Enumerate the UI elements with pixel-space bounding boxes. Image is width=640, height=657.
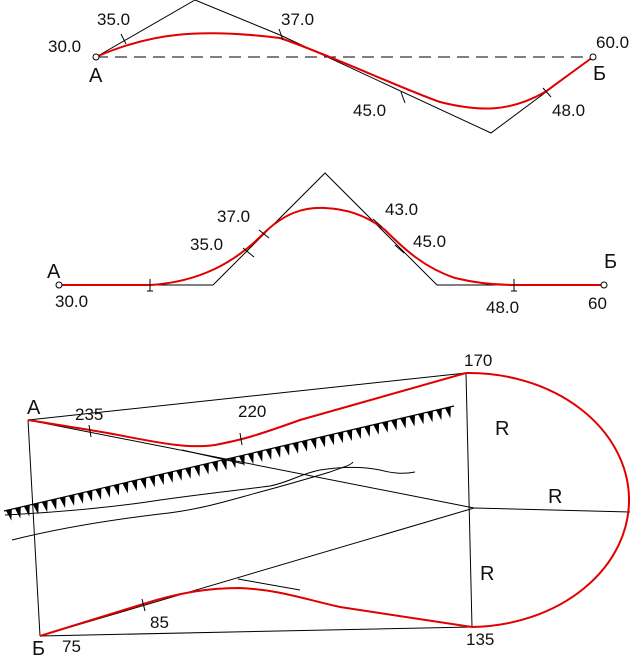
mark-37-label: 37.0 [217, 207, 250, 226]
tick-35 [120, 33, 127, 45]
point-a-label: Б [32, 638, 45, 657]
radius-label-top: R [495, 418, 509, 440]
arc-curve [465, 371, 630, 628]
tick-220 [239, 432, 243, 446]
terrain-contour-2 [11, 461, 354, 541]
diagonal-b-center [27, 419, 475, 509]
slope-hatching [5, 406, 451, 521]
mark-37-label: 37.0 [281, 10, 314, 29]
tick-35 [242, 247, 255, 258]
tick-85 [141, 598, 146, 612]
point-a-marker [92, 53, 100, 61]
inner-tangent-bottom [237, 578, 301, 591]
mark-43-label: 43.0 [385, 200, 418, 219]
point-b-label: Б [604, 251, 617, 273]
mark-85-label: 85 [150, 613, 169, 632]
start-value-label: 30.0 [55, 292, 88, 311]
tick-37 [258, 229, 270, 239]
upper-curve [27, 372, 467, 448]
top-edge-line [27, 372, 467, 421]
tick-45 [394, 244, 405, 254]
start-value-label: 30.0 [48, 37, 81, 56]
diagram-3: А Б 235 220 85 75 170 135 R R R [3, 351, 631, 657]
corner-135-label: 135 [466, 630, 494, 649]
mark-35-label: 35.0 [97, 10, 130, 29]
tangent-polyline-upper [95, 0, 281, 58]
vertical-chord-line [465, 372, 473, 628]
mark-75-label: 75 [62, 637, 81, 656]
tangent-polyline-lower [279, 34, 594, 134]
point-a-label: А [47, 261, 61, 283]
mark-220-label: 220 [238, 402, 266, 421]
point-b-label: А [27, 397, 41, 419]
tick-43 [372, 218, 383, 228]
radius-label-bottom: R [480, 563, 494, 585]
left-edge-line [27, 419, 41, 637]
bottom-edge-line [39, 626, 473, 637]
mark-45-label: 45.0 [353, 101, 386, 120]
point-a-label: А [89, 65, 103, 87]
terrain-contour-1 [4, 466, 416, 516]
mark-235-label: 235 [75, 405, 103, 424]
radius-line-middle [473, 507, 631, 513]
lower-curve [39, 586, 473, 637]
point-b-marker [589, 53, 597, 61]
tick-45 [400, 91, 406, 104]
radius-label-middle: R [548, 486, 562, 508]
mark-48-label: 48.0 [552, 101, 585, 120]
tick-48 [542, 87, 552, 98]
mark-45-label: 45.0 [413, 232, 446, 251]
point-b-label: Б [593, 63, 606, 85]
profile-curve [59, 206, 604, 286]
end-value-label: 60 [588, 294, 607, 313]
end-value-label: 60.0 [596, 33, 629, 52]
tick-235 [88, 424, 92, 438]
mark-35-label: 35.0 [190, 235, 223, 254]
diagram-1: 30.0 А 35.0 37.0 45.0 48.0 60.0 Б [48, 0, 629, 134]
tick-37 [278, 28, 284, 41]
tangent-polyline [59, 172, 604, 286]
diagonal-a-center [39, 507, 475, 637]
point-a-marker [55, 281, 63, 289]
mark-48-label: 48.0 [486, 298, 519, 317]
diagram-2: А 30.0 35.0 37.0 43.0 45.0 48.0 Б 60 [47, 172, 617, 317]
alignment-curve [95, 32, 594, 110]
corner-170-label: 170 [464, 351, 492, 370]
point-b-marker [600, 281, 608, 289]
